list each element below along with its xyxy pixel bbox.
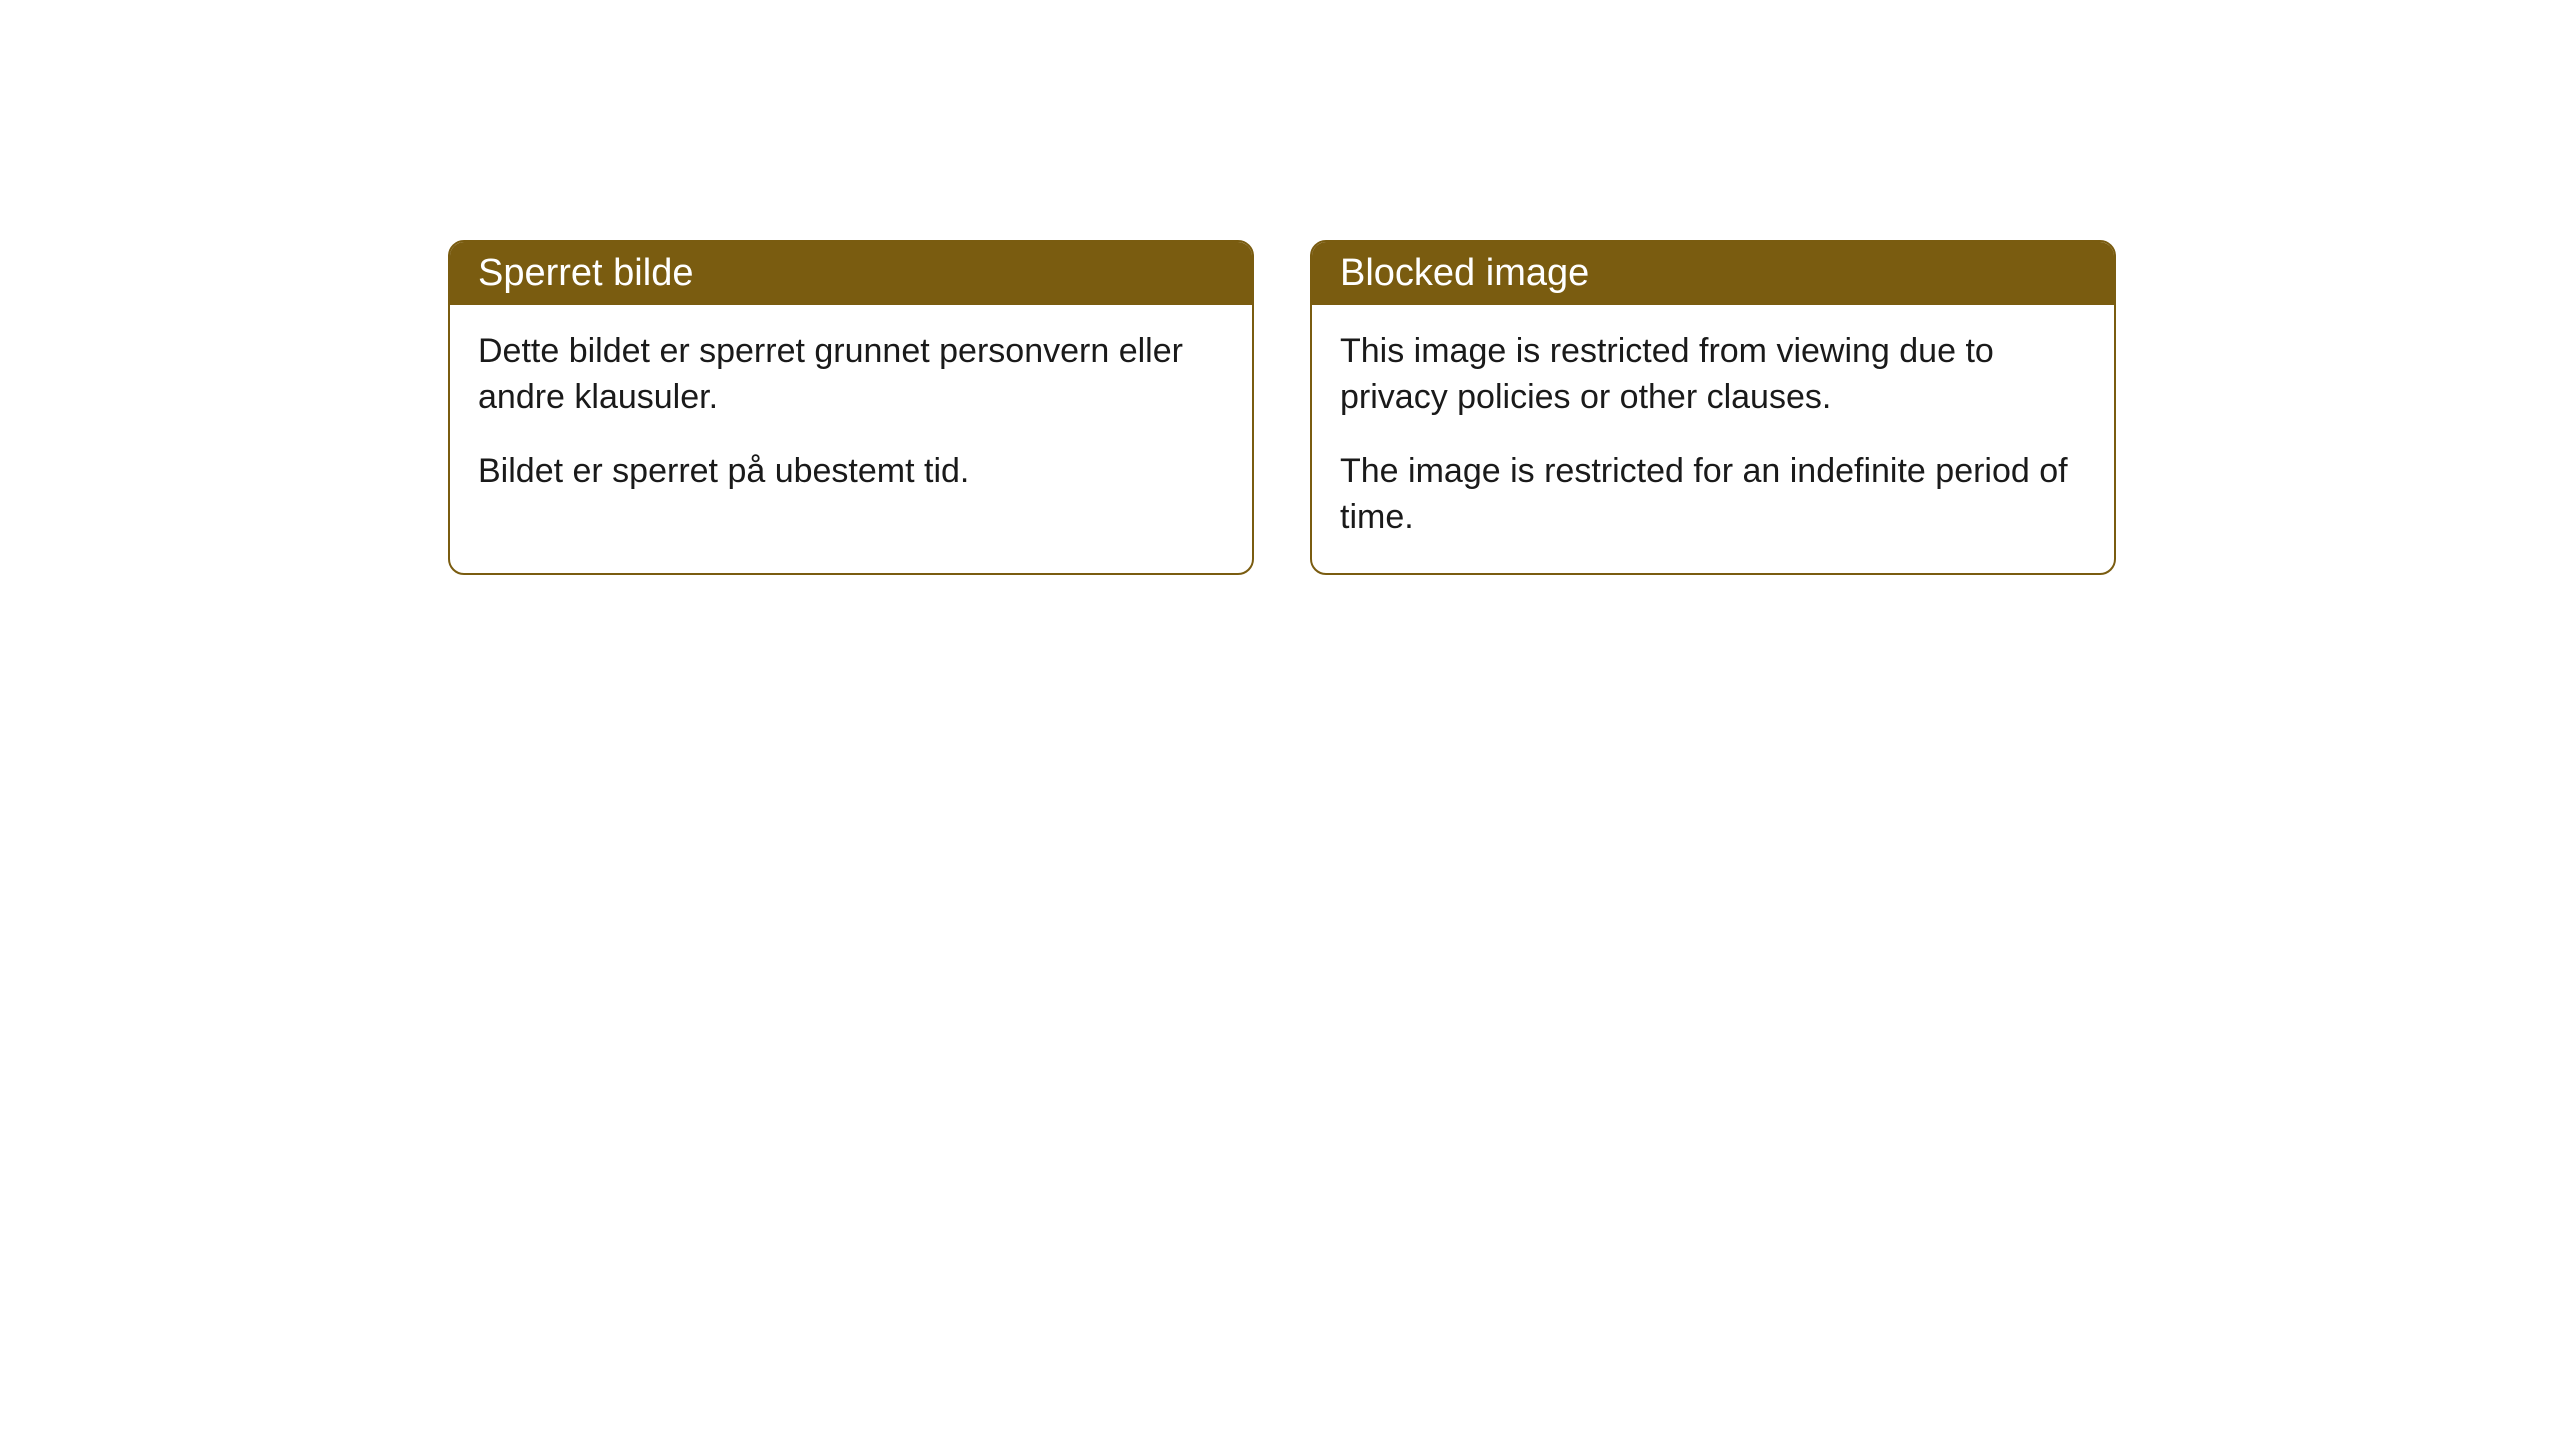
card-paragraph: Dette bildet er sperret grunnet personve… — [478, 329, 1224, 421]
card-paragraph: The image is restricted for an indefinit… — [1340, 449, 2086, 541]
card-body: Dette bildet er sperret grunnet personve… — [450, 305, 1252, 527]
card-header: Blocked image — [1312, 242, 2114, 305]
card-body: This image is restricted from viewing du… — [1312, 305, 2114, 573]
blocked-image-card-norwegian: Sperret bilde Dette bildet er sperret gr… — [448, 240, 1254, 575]
card-title: Sperret bilde — [478, 252, 693, 294]
blocked-image-card-english: Blocked image This image is restricted f… — [1310, 240, 2116, 575]
cards-container: Sperret bilde Dette bildet er sperret gr… — [0, 0, 2560, 575]
card-header: Sperret bilde — [450, 242, 1252, 305]
card-paragraph: This image is restricted from viewing du… — [1340, 329, 2086, 421]
card-title: Blocked image — [1340, 252, 1589, 294]
card-paragraph: Bildet er sperret på ubestemt tid. — [478, 449, 1224, 495]
